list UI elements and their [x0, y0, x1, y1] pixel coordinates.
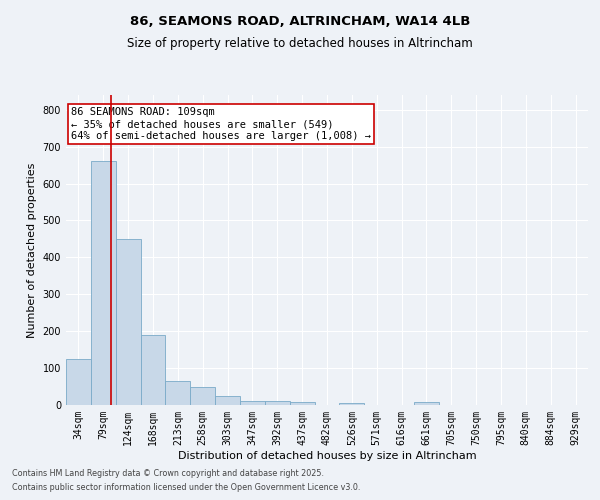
Bar [91, 162, 116, 405]
Bar [414, 402, 439, 405]
Bar [265, 400, 290, 405]
Bar [140, 335, 166, 405]
X-axis label: Distribution of detached houses by size in Altrincham: Distribution of detached houses by size … [178, 450, 476, 460]
Bar [240, 400, 265, 405]
Bar [166, 381, 190, 405]
Text: Contains HM Land Registry data © Crown copyright and database right 2025.: Contains HM Land Registry data © Crown c… [12, 468, 324, 477]
Text: Size of property relative to detached houses in Altrincham: Size of property relative to detached ho… [127, 38, 473, 51]
Bar [116, 239, 140, 405]
Text: 86, SEAMONS ROAD, ALTRINCHAM, WA14 4LB: 86, SEAMONS ROAD, ALTRINCHAM, WA14 4LB [130, 15, 470, 28]
Bar [215, 396, 240, 405]
Text: 86 SEAMONS ROAD: 109sqm
← 35% of detached houses are smaller (549)
64% of semi-d: 86 SEAMONS ROAD: 109sqm ← 35% of detache… [71, 108, 371, 140]
Bar [66, 359, 91, 405]
Bar [340, 403, 364, 405]
Text: Contains public sector information licensed under the Open Government Licence v3: Contains public sector information licen… [12, 484, 361, 492]
Y-axis label: Number of detached properties: Number of detached properties [27, 162, 37, 338]
Bar [190, 388, 215, 405]
Bar [290, 402, 314, 405]
